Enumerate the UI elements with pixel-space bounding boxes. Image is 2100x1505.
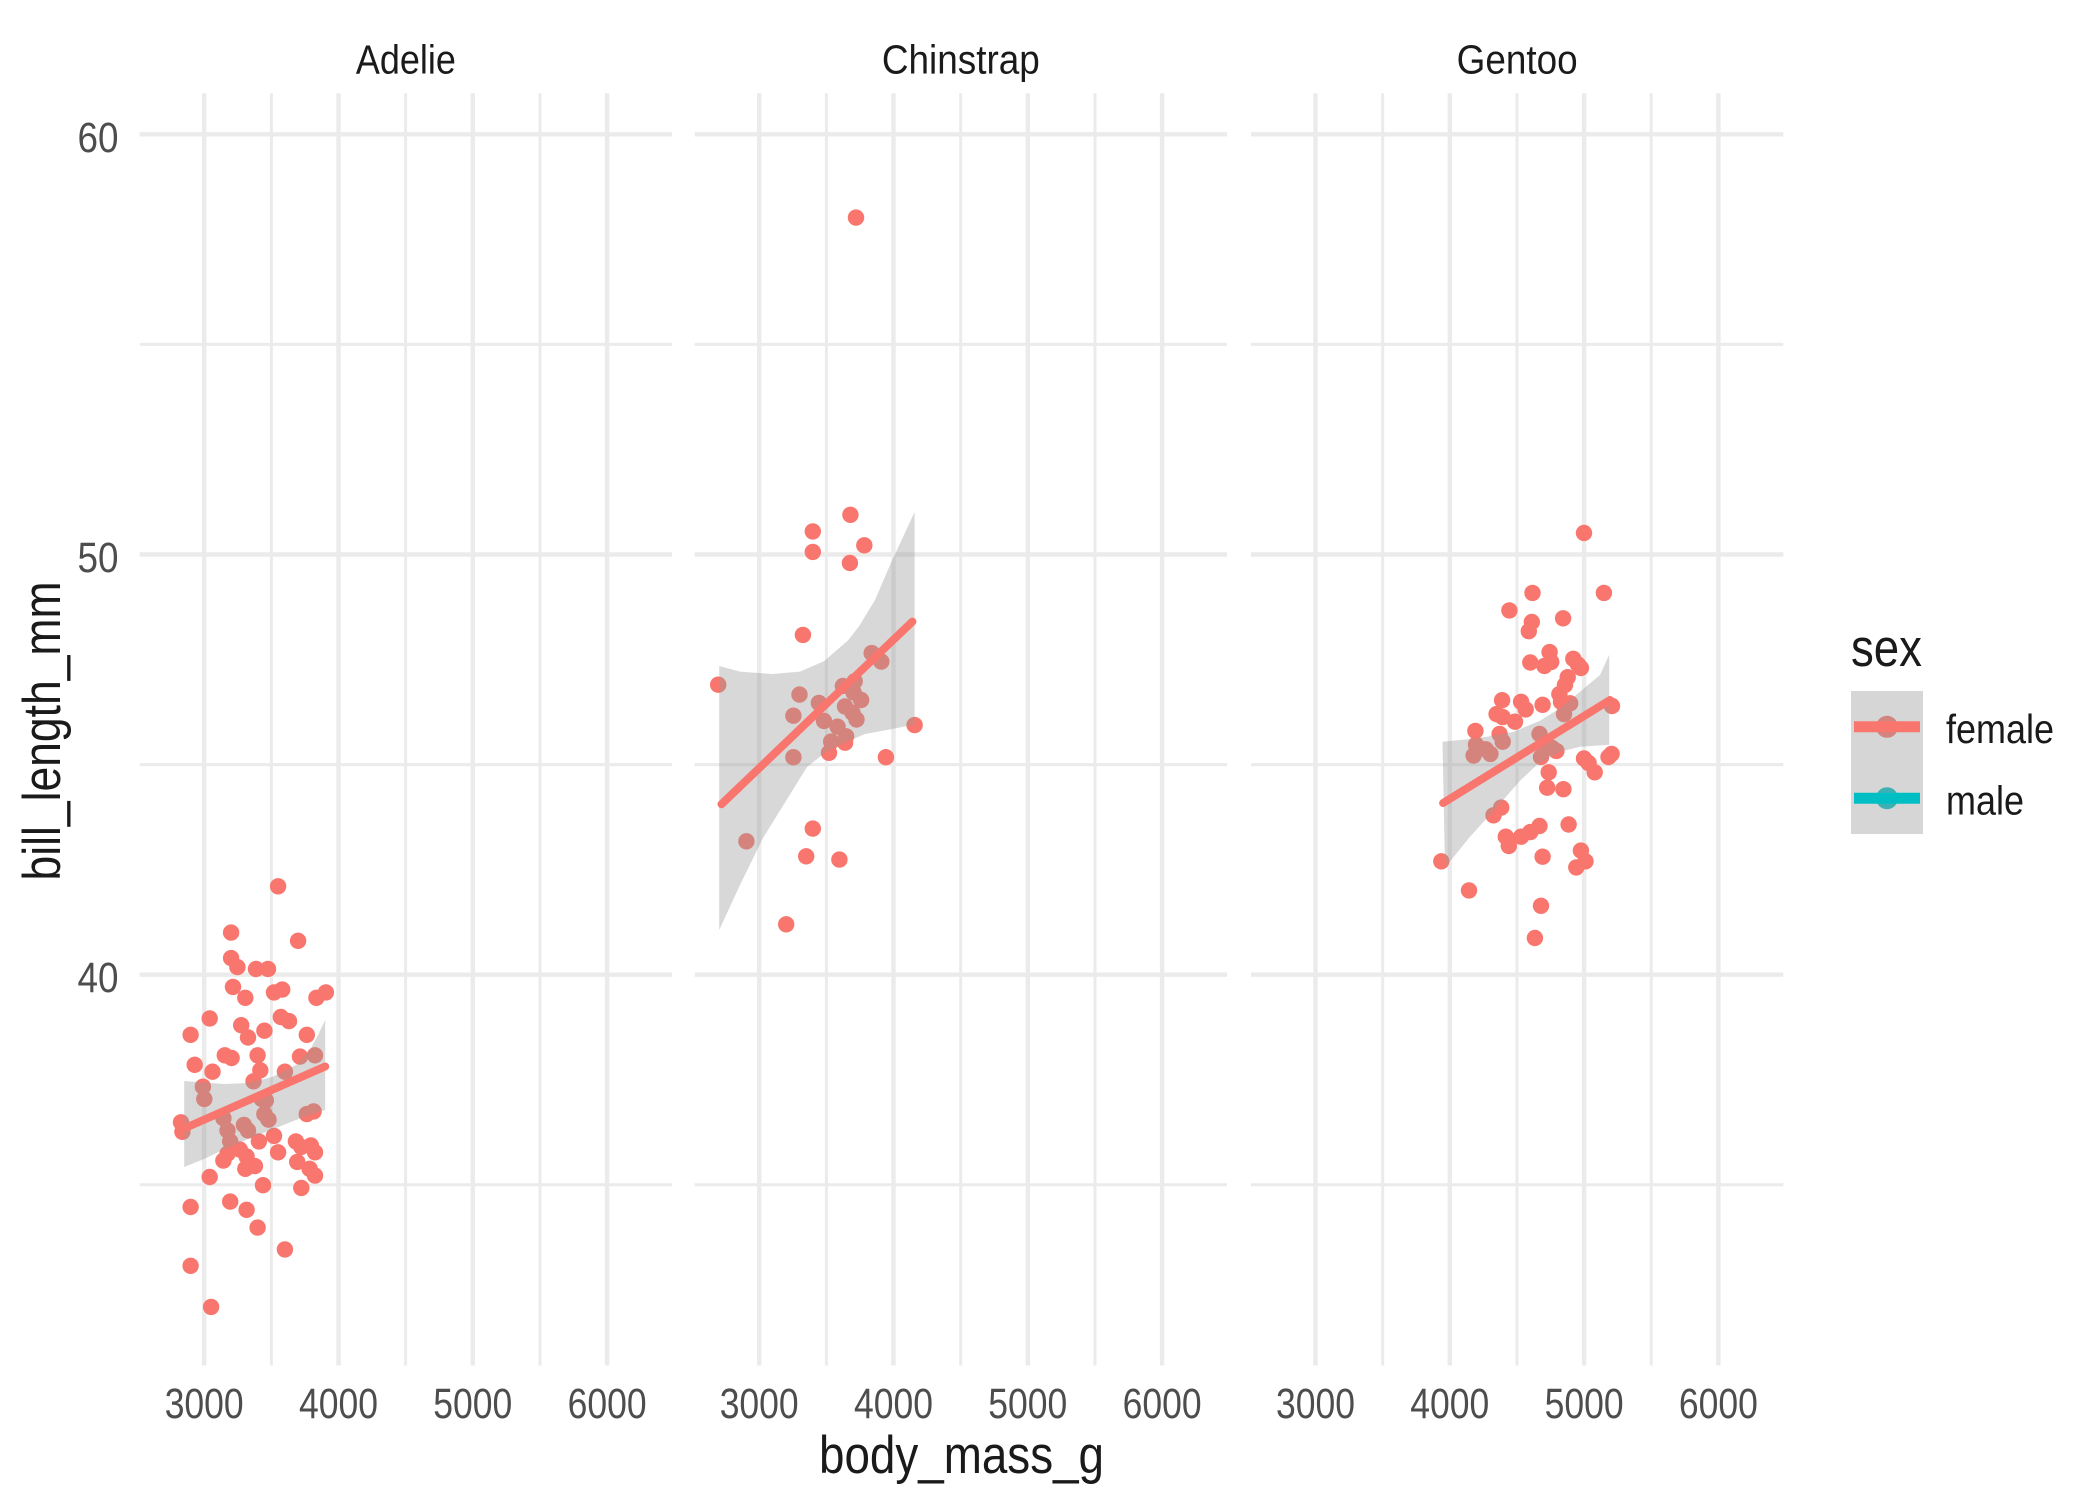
svg-text:bill_length_mm: bill_length_mm xyxy=(13,582,72,881)
svg-text:40: 40 xyxy=(78,954,119,1002)
svg-text:6000: 6000 xyxy=(568,1380,647,1428)
svg-text:6000: 6000 xyxy=(1123,1380,1202,1428)
svg-text:male: male xyxy=(1946,777,2024,823)
svg-text:6000: 6000 xyxy=(1679,1380,1758,1428)
svg-text:5000: 5000 xyxy=(988,1380,1067,1428)
svg-text:body_mass_g: body_mass_g xyxy=(819,1426,1104,1485)
svg-text:4000: 4000 xyxy=(854,1380,933,1428)
svg-text:3000: 3000 xyxy=(1276,1380,1355,1428)
svg-text:4000: 4000 xyxy=(299,1380,378,1428)
svg-text:5000: 5000 xyxy=(433,1380,512,1428)
svg-text:Gentoo: Gentoo xyxy=(1457,37,1578,83)
svg-text:4000: 4000 xyxy=(1410,1380,1489,1428)
svg-text:Chinstrap: Chinstrap xyxy=(882,37,1040,83)
svg-text:60: 60 xyxy=(78,114,119,162)
svg-text:3000: 3000 xyxy=(165,1380,244,1428)
svg-text:5000: 5000 xyxy=(1545,1380,1624,1428)
svg-text:Adelie: Adelie xyxy=(356,37,456,83)
svg-text:female: female xyxy=(1946,706,2054,752)
svg-text:50: 50 xyxy=(78,534,119,582)
svg-text:sex: sex xyxy=(1851,619,1922,678)
svg-text:3000: 3000 xyxy=(720,1380,799,1428)
